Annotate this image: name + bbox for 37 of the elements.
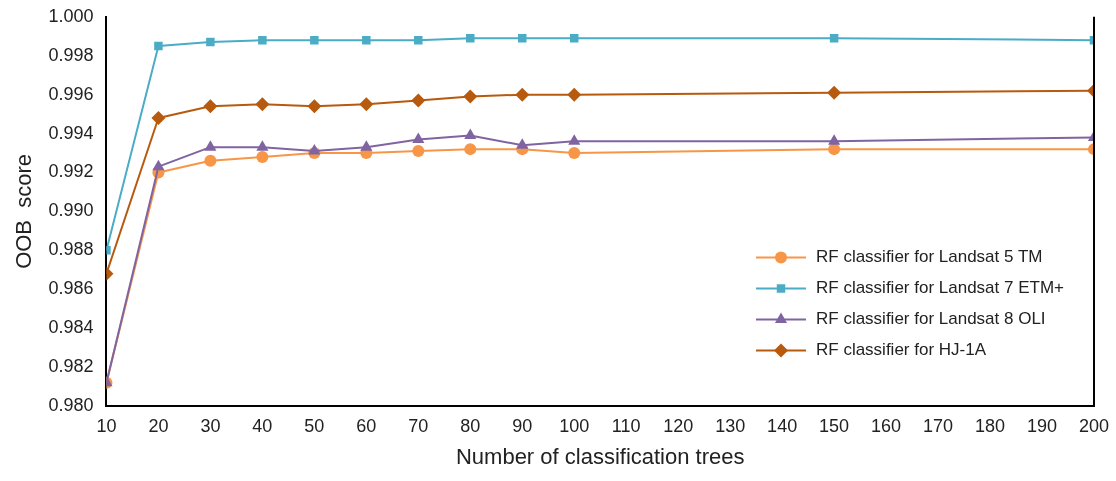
x-tick-label: 30 xyxy=(200,415,221,436)
y-axis-title: OOB score xyxy=(11,153,37,269)
y-tick-label: 0.984 xyxy=(48,317,94,338)
x-tick-label: 140 xyxy=(767,415,798,436)
x-axis-title: Number of classification trees xyxy=(455,443,745,469)
y-tick-label: 1.000 xyxy=(48,5,94,26)
x-tick-label: 110 xyxy=(611,415,641,436)
x-tick-label: 40 xyxy=(252,415,273,436)
legend-label: RF classifier for Landsat 7 ETM+ xyxy=(816,278,1065,298)
y-tick-label: 0.998 xyxy=(48,44,94,65)
legend-label: RF classifier for Landsat 5 TM xyxy=(816,247,1043,267)
x-tick-label: 80 xyxy=(460,415,481,436)
x-tick-label: 10 xyxy=(96,415,117,436)
x-tick-label: 100 xyxy=(559,415,590,436)
y-tick-label: 0.986 xyxy=(48,278,94,299)
x-tick-label: 170 xyxy=(923,415,954,436)
legend-label: RF classifier for HJ-1A xyxy=(816,340,987,360)
x-tick-label: 50 xyxy=(304,415,325,436)
x-tick-label: 120 xyxy=(663,415,694,436)
x-tick-label: 200 xyxy=(1078,415,1110,436)
y-tick-label: 0.990 xyxy=(48,200,94,221)
y-tick-label: 0.992 xyxy=(48,161,94,182)
x-tick-label: 20 xyxy=(148,415,169,436)
x-tick-label: 160 xyxy=(871,415,902,436)
legend-label: RF classifier for Landsat 8 OLI xyxy=(816,309,1046,329)
x-tick-label: 180 xyxy=(975,415,1006,436)
y-tick-label: 0.988 xyxy=(48,239,94,260)
x-tick-label: 130 xyxy=(715,415,746,436)
x-tick-label: 70 xyxy=(408,415,429,436)
y-tick-label: 0.980 xyxy=(48,394,94,415)
y-tick-label: 0.994 xyxy=(48,122,94,143)
y-tick-label: 0.996 xyxy=(48,83,94,104)
x-tick-label: 60 xyxy=(356,415,377,436)
x-tick-label: 90 xyxy=(512,415,533,436)
y-tick-label: 0.982 xyxy=(48,356,94,377)
x-tick-label: 190 xyxy=(1027,415,1058,436)
x-tick-label: 150 xyxy=(819,415,850,436)
